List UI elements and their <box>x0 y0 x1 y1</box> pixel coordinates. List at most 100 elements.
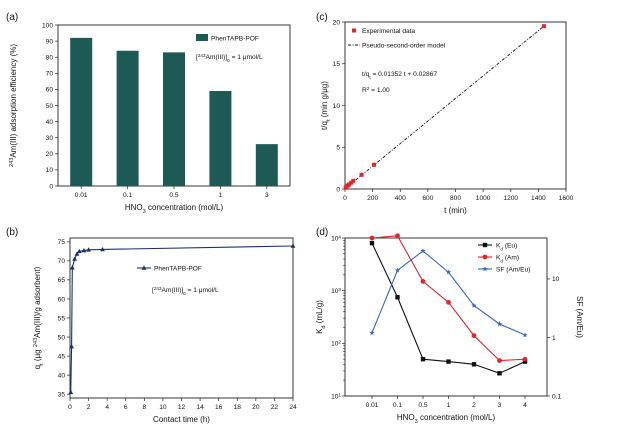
data-point-d-2 <box>497 358 502 364</box>
x-tick-label-d: 0.01 <box>366 402 379 409</box>
plot-frame-d <box>344 237 548 397</box>
data-point-b <box>72 256 78 261</box>
legend-marker-b <box>141 265 147 270</box>
x-tick-label-c: 400 <box>395 195 406 202</box>
y-tick-label-left-d: 103 <box>331 286 341 295</box>
x-tick-label-a: 1 <box>219 192 223 199</box>
annotation-b-part-3: 0 <box>183 291 186 296</box>
x-tick-label-b: 14 <box>196 404 204 411</box>
annotation-b-part-4: = 1 μmol/L <box>186 287 219 294</box>
x-tick-label-b: 8 <box>142 404 146 411</box>
x-tick-label-b: 2 <box>87 404 91 411</box>
x-tick-label-d: 2 <box>472 402 476 409</box>
data-point-d-3 <box>420 248 426 254</box>
y-tick-label-a: 0 <box>49 183 53 190</box>
equation-c-part-2: = 0.01352 t + 0.02867 <box>371 71 438 78</box>
bar-a <box>209 91 232 186</box>
data-point-d-1 <box>497 371 502 376</box>
equation-c: t/qt = 0.01352 t + 0.02867 <box>362 71 437 80</box>
y-tick-label-left-d-part-1: 2 <box>338 339 341 344</box>
data-point-d-1 <box>522 359 528 364</box>
y-tick-label-a: 70 <box>46 71 54 78</box>
data-point-d-2 <box>471 333 477 339</box>
x-axis-label-d-part-2: concentration (mol/L) <box>418 413 496 422</box>
legend-entry-d-2-part-2: (Am) <box>503 254 519 261</box>
data-point-d-1 <box>446 359 451 364</box>
equation-c-part-0: t/q <box>362 71 370 78</box>
x-tick-label-d: 4 <box>523 402 527 409</box>
y-axis-label-c: t/qt (min g/μg) <box>320 81 332 130</box>
y-tick-label-b: 55 <box>58 315 66 322</box>
legend-entry-d-2: Kd (Am) <box>496 254 519 263</box>
data-point-d-3 <box>522 332 528 338</box>
panel-label-b: (b) <box>6 227 18 238</box>
y-axis-label-c-part-0: t/q <box>320 121 329 130</box>
y-axis-label-b-part-1: t <box>39 363 45 365</box>
data-point-b <box>74 251 80 256</box>
y-tick-label-c: 10 <box>333 103 341 110</box>
legend-entry-d-3-part-0: SF (Am/Eu) <box>496 266 530 273</box>
annotation-a-part-3: 0 <box>227 58 230 63</box>
y-tick-label-right-d: 0.1 <box>552 393 561 400</box>
x-tick-label-c: 800 <box>450 195 461 202</box>
y-tick-label-c: 20 <box>333 19 341 26</box>
y-tick-label-b: 40 <box>58 372 66 379</box>
data-point-d-2 <box>369 235 375 241</box>
annotation-a-part-0: [ <box>196 54 198 61</box>
x-tick-label-b: 24 <box>289 404 297 411</box>
data-point-b <box>69 343 74 349</box>
y-axis-label-a-part-1: Am(III) adsorption efficiency (%) <box>9 44 18 158</box>
data-point-b <box>76 248 82 254</box>
data-point-c <box>359 172 364 177</box>
x-tick-label-d: 1 <box>447 402 451 409</box>
x-axis-label-a: HNO3 concentration (mol/L) <box>125 203 224 215</box>
legend-marker-c <box>352 28 356 33</box>
y-tick-label-a: 100 <box>42 22 53 29</box>
annotation-b: [243Am(III)]0 = 1 μmol/L <box>152 286 219 296</box>
y-tick-label-c: 15 <box>333 61 341 68</box>
panel-label-d: (d) <box>316 227 328 238</box>
data-point-d-1 <box>369 240 375 246</box>
equation-c-part-1: t <box>369 75 371 80</box>
x-axis-label-d-part-0: HNO <box>397 413 415 422</box>
y-tick-label-a: 90 <box>46 38 54 45</box>
y-axis-label-b-part-0: q <box>33 365 42 369</box>
legend-swatch-a <box>196 34 208 41</box>
y-tick-label-left-d-part-1: 1 <box>338 392 341 397</box>
data-point-b <box>69 265 75 270</box>
data-point-d-2 <box>446 299 451 305</box>
legend-entry-d-2-part-0: K <box>496 254 501 261</box>
y-tick-label-right-d: 1 <box>552 335 556 342</box>
legend-entry-d-1-part-0: K <box>496 242 501 249</box>
x-axis-label-d-part-1: 3 <box>415 419 418 425</box>
data-point-c <box>351 178 356 183</box>
y-tick-label-left-d: 104 <box>331 234 341 243</box>
y-axis-label-b: qt (μg 243Am(III)/g adsorbent) <box>33 266 45 369</box>
plot-frame-b <box>69 237 294 399</box>
x-tick-label-b: 4 <box>105 404 109 411</box>
annotation-b-part-1: 243 <box>154 286 162 291</box>
r2-c-part-1: 2 <box>367 86 370 91</box>
x-tick-label-c: 0 <box>343 195 347 202</box>
y-tick-label-a: 80 <box>46 55 54 62</box>
y-axis-label-a: 243Am(III) adsorption efficiency (%) <box>9 44 18 167</box>
y-tick-label-left-d: 101 <box>331 392 341 401</box>
y-tick-label-a: 50 <box>46 103 54 110</box>
x-axis-label-a-part-2: concentration (mol/L) <box>146 203 224 212</box>
bar-a <box>163 52 185 187</box>
y-tick-label-a: 30 <box>46 135 54 142</box>
r2-c: R2 = 1.00 <box>362 86 390 95</box>
y-tick-label-a: 40 <box>46 119 54 126</box>
r2-c-part-2: = 1.00 <box>369 87 390 94</box>
r2-c-part-0: R <box>362 87 367 94</box>
legend-marker-d-2 <box>482 254 488 260</box>
x-tick-label-a: 0.01 <box>75 192 88 199</box>
x-tick-label-d: 3 <box>498 402 502 409</box>
bar-a <box>255 144 278 186</box>
x-tick-label-c: 600 <box>422 195 433 202</box>
legend-marker-d-1 <box>482 242 488 248</box>
data-point-c <box>349 180 354 185</box>
legend-marker-d-3 <box>482 266 488 272</box>
data-point-d-1 <box>395 295 400 300</box>
y-tick-label-b: 35 <box>58 391 66 398</box>
